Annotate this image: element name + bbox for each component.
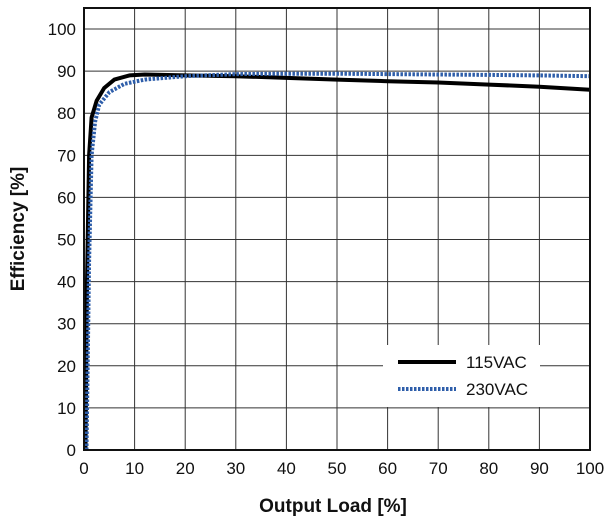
y-tick-label: 40 <box>57 273 76 292</box>
y-tick-label: 70 <box>57 146 76 165</box>
legend: 115VAC 230VAC <box>383 345 540 407</box>
series-line-230vac <box>84 71 590 450</box>
x-axis-title: Output Load [%] <box>259 496 407 517</box>
y-tick-label: 90 <box>57 62 76 81</box>
x-tick-label: 20 <box>176 459 195 478</box>
legend-label-115vac: 115VAC <box>466 353 527 372</box>
x-tick-label: 70 <box>429 459 448 478</box>
plot-frame <box>83 7 591 451</box>
series-layer <box>84 71 590 450</box>
x-tick-label: 80 <box>479 459 498 478</box>
y-tick-label: 60 <box>57 188 76 207</box>
x-tick-label: 40 <box>277 459 296 478</box>
y-tick-label: 80 <box>57 104 76 123</box>
x-tick-label: 90 <box>530 459 549 478</box>
y-tick-label: 20 <box>57 357 76 376</box>
x-tick-labels: 0 10 20 30 40 50 60 70 80 90 100 <box>79 459 604 478</box>
y-tick-label: 100 <box>48 20 76 39</box>
y-axis-title: Efficiency [%] <box>8 167 29 292</box>
y-tick-label: 10 <box>57 399 76 418</box>
x-tick-label: 60 <box>378 459 397 478</box>
legend-label-230vac: 230VAC <box>466 380 528 399</box>
legend-box <box>383 345 540 407</box>
x-tick-label: 30 <box>226 459 245 478</box>
y-tick-labels: 0 10 20 30 40 50 60 70 80 90 100 <box>48 20 76 460</box>
x-tick-label: 0 <box>79 459 88 478</box>
x-tick-label: 100 <box>576 459 604 478</box>
y-tick-label: 30 <box>57 315 76 334</box>
x-tick-label: 10 <box>125 459 144 478</box>
series-line-115vac <box>84 72 590 450</box>
y-tick-label: 0 <box>67 441 76 460</box>
y-tick-label: 50 <box>57 231 76 250</box>
x-tick-label: 50 <box>328 459 347 478</box>
